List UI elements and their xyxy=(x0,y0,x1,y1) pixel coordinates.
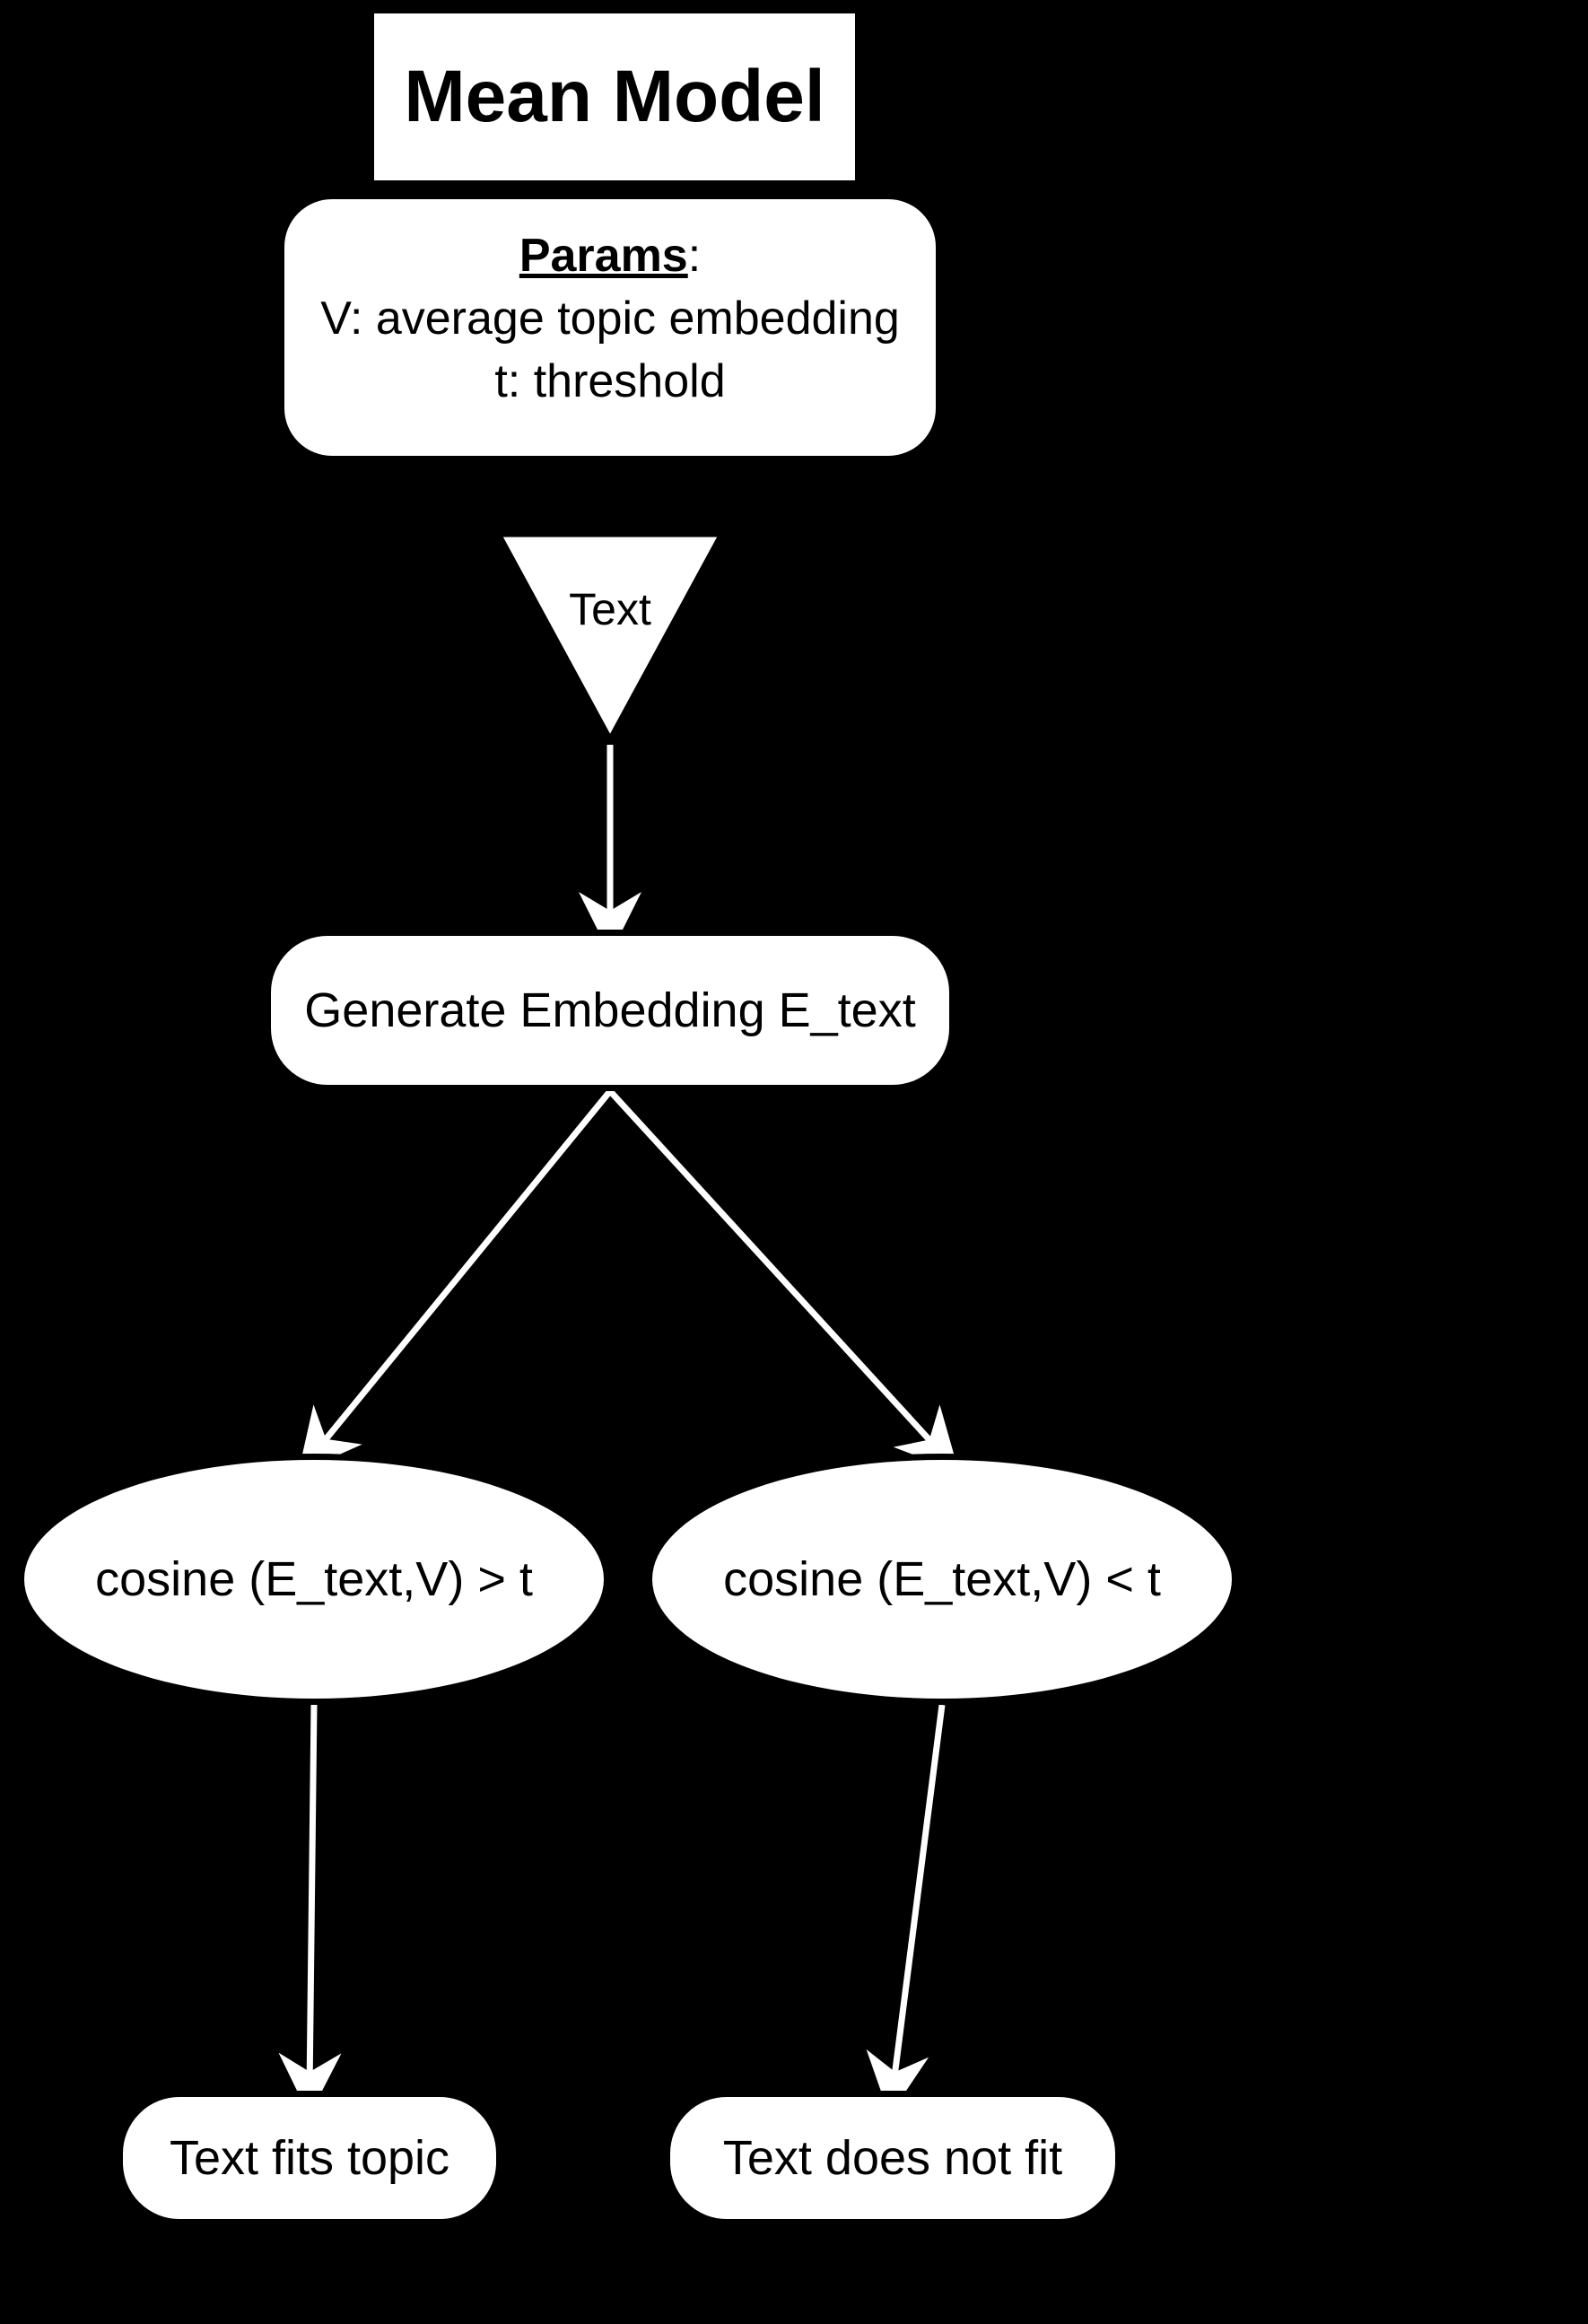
condition-gt-label: cosine (E_text,V) > t xyxy=(95,1551,533,1607)
params-line-2: t: threshold xyxy=(494,355,725,407)
edge-cond_gt-to-out_fit xyxy=(310,1705,314,2091)
edge-process-to-cond_lt xyxy=(610,1091,942,1454)
edge-cond_lt-to-out_nofit xyxy=(893,1705,942,2091)
condition-gt-node: cosine (E_text,V) > t xyxy=(18,1454,610,1705)
process-label: Generate Embedding E_text xyxy=(304,983,915,1038)
edge-process-to-cond_gt xyxy=(314,1091,610,1454)
params-colon: : xyxy=(688,230,701,282)
outcome-fit-node: Text fits topic xyxy=(117,2091,502,2225)
params-line-1: V: average topic embedding xyxy=(320,293,900,345)
input-node: Text xyxy=(493,529,727,745)
process-node: Generate Embedding E_text xyxy=(265,930,955,1091)
flowchart-canvas: Mean Model Params: V: average topic embe… xyxy=(0,0,1588,2324)
params-heading: Params xyxy=(519,230,688,282)
condition-lt-node: cosine (E_text,V) < t xyxy=(646,1454,1238,1705)
outcome-fit-label: Text fits topic xyxy=(170,2130,449,2186)
title-label: Mean Model xyxy=(404,55,825,139)
triangle-down-icon xyxy=(493,529,727,745)
condition-lt-label: cosine (E_text,V) < t xyxy=(723,1551,1161,1607)
title-node: Mean Model xyxy=(368,7,861,187)
params-node: Params: V: average topic embedding t: th… xyxy=(278,193,942,462)
outcome-nofit-label: Text does not fit xyxy=(723,2130,1062,2186)
outcome-nofit-node: Text does not fit xyxy=(664,2091,1121,2225)
input-label: Text xyxy=(493,583,727,635)
